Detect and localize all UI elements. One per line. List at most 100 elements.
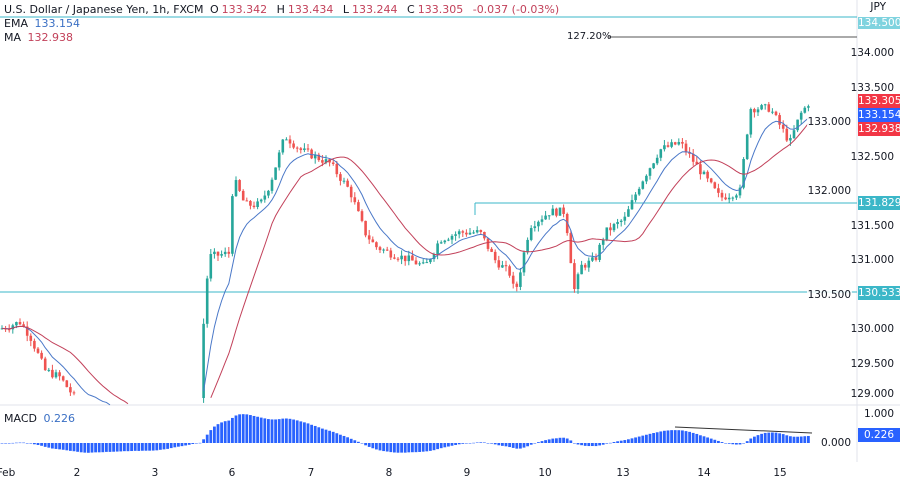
candle-body [205, 278, 209, 324]
macd-bar [382, 443, 385, 452]
macd-bar [72, 443, 76, 452]
macd-bar [706, 437, 709, 443]
macd-bar [346, 437, 349, 443]
fib-label: 127.20% [567, 31, 612, 42]
macd-bar [292, 419, 295, 443]
candle-body [267, 190, 270, 196]
macd-bar [231, 417, 234, 443]
candle-body [202, 323, 205, 399]
last-price-tag: 133.305 [858, 94, 900, 108]
candle-body [666, 145, 670, 147]
candle-body [677, 141, 681, 145]
candle-body [785, 128, 789, 141]
ema-legend[interactable]: EMA 133.154 [4, 17, 83, 30]
macd-bar [763, 432, 767, 443]
candle-body [389, 250, 393, 258]
macd-bar [583, 443, 587, 446]
candle-body [702, 171, 706, 175]
macd-bar [4, 443, 7, 444]
ema-tag: 133.154 [858, 108, 900, 122]
macd-bar [61, 443, 65, 450]
level-tag: 131.829 [858, 196, 900, 210]
candle-body [342, 180, 346, 182]
macd-bar [353, 440, 357, 443]
candle-body [303, 148, 306, 151]
macd-bar [501, 443, 504, 446]
candle-body [501, 265, 504, 268]
macd-bar [522, 443, 526, 448]
macd-bar [468, 443, 472, 444]
macd-bar [753, 436, 756, 443]
close-value: 133.305 [417, 3, 464, 16]
candle-body [540, 219, 544, 222]
macd-bar [130, 443, 133, 452]
macd-bar [623, 440, 627, 443]
candle-body [641, 181, 645, 189]
candle-body [605, 227, 609, 240]
candle-body [796, 119, 799, 131]
macd-bar [439, 443, 443, 449]
macd-bar [457, 443, 461, 445]
macd-bar [508, 443, 511, 448]
macd-bar [781, 434, 785, 443]
candle-body [619, 220, 623, 223]
macd-bar [807, 435, 810, 443]
macd-bar [303, 422, 306, 443]
macd-bar [601, 443, 605, 445]
macd-bar [612, 442, 616, 443]
candle-body [223, 251, 227, 255]
price-tick: 129.000 [850, 388, 894, 400]
macd-bar [731, 443, 735, 445]
macd-bar [771, 432, 774, 443]
candle-body [324, 159, 328, 163]
macd-bar [144, 443, 148, 451]
macd-bar [108, 443, 112, 452]
candle-body [583, 264, 587, 268]
low-label: L [342, 3, 350, 16]
ma-line [1, 123, 809, 405]
candle-body [403, 255, 407, 262]
candle-body [630, 200, 634, 210]
macd-bar [349, 438, 353, 443]
macd-bar [238, 414, 241, 443]
candle-body [18, 322, 22, 325]
macd-bar [166, 443, 169, 449]
candle-body [490, 248, 493, 252]
macd-bar [756, 435, 760, 443]
macd-bar [252, 415, 256, 443]
macd-bar [432, 443, 436, 451]
macd-bar [375, 443, 378, 450]
candle-body [285, 139, 288, 141]
candle-body [299, 148, 303, 151]
macd-bar [245, 414, 249, 443]
macd-bar [573, 443, 576, 444]
macd-bar [735, 443, 738, 445]
plot-area [0, 0, 857, 462]
candle-body [425, 262, 429, 264]
macd-bar [310, 424, 313, 443]
macd-bar [555, 438, 558, 443]
macd-bar [774, 432, 778, 443]
macd-bar [213, 426, 216, 443]
macd-bar [465, 443, 468, 444]
candle-body [292, 143, 295, 148]
macd-bar [511, 443, 515, 448]
macd-bar [306, 423, 310, 443]
macd-bar [634, 437, 637, 443]
ma-legend[interactable]: MA 132.938 [4, 31, 76, 44]
time-tick: 10 [538, 467, 552, 479]
macd-bar [227, 420, 231, 443]
candle-body [508, 266, 511, 276]
macd-legend[interactable]: MACD 0.226 [4, 412, 78, 425]
ma-tag: 132.938 [858, 122, 900, 136]
candle-body [393, 257, 396, 259]
candle-body [371, 239, 375, 243]
macd-bar [576, 443, 580, 445]
candle-body [616, 222, 619, 225]
macd-bar [641, 435, 645, 443]
candle-body [537, 221, 540, 227]
candle-body [771, 111, 774, 113]
candle-body [288, 139, 292, 144]
macd-bar [299, 421, 303, 443]
